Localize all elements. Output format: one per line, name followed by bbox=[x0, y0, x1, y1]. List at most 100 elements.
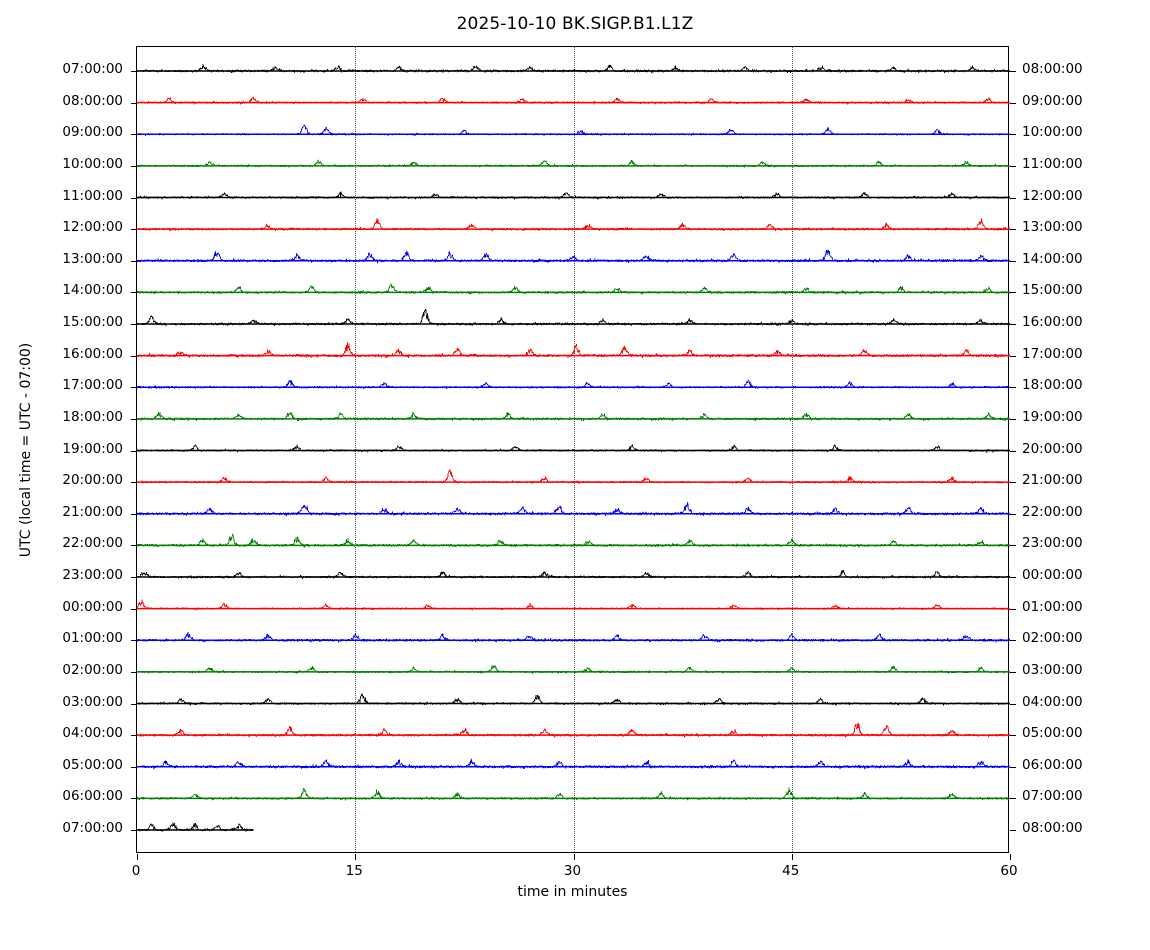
y-axis-right-label: 20:00:00 bbox=[1022, 440, 1083, 457]
y-tick-right-2 bbox=[1010, 134, 1016, 136]
y-tick-right-10 bbox=[1010, 387, 1016, 389]
y-tick-right-15 bbox=[1010, 545, 1016, 547]
y-axis-left-label: 13:00:00 bbox=[62, 250, 123, 267]
y-tick-right-3 bbox=[1010, 165, 1016, 167]
y-tick-left-12 bbox=[131, 450, 137, 452]
y-axis-right-label: 19:00:00 bbox=[1022, 408, 1083, 425]
y-axis-right-label: 18:00:00 bbox=[1022, 377, 1083, 394]
y-tick-left-18 bbox=[131, 640, 137, 642]
y-tick-right-1 bbox=[1010, 102, 1016, 104]
gridline-minute-45 bbox=[791, 47, 793, 852]
x-axis-label: 30 bbox=[563, 863, 582, 879]
y-axis-right-label: 16:00:00 bbox=[1022, 314, 1083, 330]
y-axis-left-label: 07:00:00 bbox=[62, 820, 123, 836]
y-tick-left-19 bbox=[131, 671, 137, 673]
y-tick-left-21 bbox=[131, 735, 137, 737]
y-tick-left-8 bbox=[131, 324, 137, 325]
gridline-minute-15 bbox=[355, 47, 357, 852]
y-tick-left-23 bbox=[131, 798, 137, 800]
y-tick-left-7 bbox=[131, 292, 137, 294]
y-axis-left-label: 08:00:00 bbox=[62, 92, 123, 109]
y-tick-left-1 bbox=[131, 102, 137, 104]
y-tick-right-22 bbox=[1010, 766, 1016, 768]
y-tick-right-8 bbox=[1010, 324, 1016, 325]
y-axis-left-label: 19:00:00 bbox=[62, 440, 123, 457]
y-tick-left-24 bbox=[131, 830, 137, 831]
y-axis-right-label: 21:00:00 bbox=[1022, 472, 1083, 489]
y-axis-title: UTC (local time = UTC - 07:00) bbox=[18, 342, 34, 558]
y-axis-right-label: 11:00:00 bbox=[1022, 155, 1083, 172]
y-tick-left-16 bbox=[131, 577, 137, 578]
y-tick-right-4 bbox=[1010, 197, 1016, 199]
x-tick-0 bbox=[137, 854, 138, 860]
y-axis-right-label: 01:00:00 bbox=[1022, 598, 1083, 615]
y-tick-right-17 bbox=[1010, 608, 1016, 610]
page-title: 2025-10-10 BK.SIGP.B1.L1Z bbox=[456, 14, 694, 34]
y-tick-right-7 bbox=[1010, 292, 1016, 294]
y-axis-left-label: 16:00:00 bbox=[62, 345, 123, 362]
y-tick-right-19 bbox=[1010, 671, 1016, 673]
y-axis-left-label: 10:00:00 bbox=[62, 155, 123, 172]
y-axis-right-label: 14:00:00 bbox=[1022, 250, 1083, 267]
y-axis-left-label: 11:00:00 bbox=[62, 187, 123, 204]
y-axis-left-label: 14:00:00 bbox=[62, 282, 123, 299]
y-axis-left-label: 15:00:00 bbox=[62, 314, 123, 330]
y-tick-right-0 bbox=[1010, 71, 1016, 72]
y-tick-right-20 bbox=[1010, 703, 1016, 705]
y-tick-right-11 bbox=[1010, 418, 1016, 420]
x-axis-title: time in minutes bbox=[517, 884, 628, 900]
y-tick-left-11 bbox=[131, 418, 137, 420]
y-axis-left-label: 17:00:00 bbox=[62, 377, 123, 394]
x-tick-15 bbox=[355, 854, 357, 860]
y-axis-right-label: 03:00:00 bbox=[1022, 661, 1083, 678]
y-tick-right-13 bbox=[1010, 482, 1016, 484]
y-axis-left-label: 01:00:00 bbox=[62, 630, 123, 647]
traces-svg bbox=[137, 64, 1010, 832]
y-axis-right-label: 02:00:00 bbox=[1022, 630, 1083, 647]
y-axis-left-label: 23:00:00 bbox=[62, 567, 123, 583]
y-axis-left-label: 04:00:00 bbox=[62, 725, 123, 742]
y-axis-right-label: 15:00:00 bbox=[1022, 282, 1083, 299]
y-axis-left-label: 12:00:00 bbox=[62, 219, 123, 236]
y-axis-left-label: 20:00:00 bbox=[62, 472, 123, 489]
y-axis-right-label: 17:00:00 bbox=[1022, 345, 1083, 362]
y-tick-left-15 bbox=[131, 545, 137, 547]
y-tick-left-0 bbox=[131, 71, 137, 72]
y-axis-left-label: 09:00:00 bbox=[62, 124, 123, 141]
y-tick-left-13 bbox=[131, 482, 137, 484]
y-axis-left-label: 07:00:00 bbox=[62, 61, 123, 77]
y-axis-right-label: 13:00:00 bbox=[1022, 219, 1083, 236]
y-axis-right-label: 23:00:00 bbox=[1022, 535, 1083, 552]
y-tick-right-6 bbox=[1010, 260, 1016, 262]
y-tick-left-5 bbox=[131, 229, 137, 231]
x-tick-30 bbox=[573, 854, 575, 860]
y-tick-right-21 bbox=[1010, 735, 1016, 737]
y-tick-right-24 bbox=[1010, 830, 1016, 831]
y-tick-left-2 bbox=[131, 134, 137, 136]
y-tick-left-9 bbox=[131, 355, 137, 357]
y-tick-right-18 bbox=[1010, 640, 1016, 642]
plot-axes-frame bbox=[131, 46, 1016, 860]
y-tick-left-6 bbox=[131, 260, 137, 262]
y-axis-left-label: 06:00:00 bbox=[62, 788, 123, 805]
y-axis-left-label: 02:00:00 bbox=[62, 661, 123, 678]
y-axis-left-label: 03:00:00 bbox=[62, 693, 123, 710]
y-axis-right-label: 08:00:00 bbox=[1022, 61, 1083, 77]
y-axis-right-label: 06:00:00 bbox=[1022, 756, 1083, 773]
x-tick-60 bbox=[1010, 854, 1011, 860]
y-axis-left-label: 00:00:00 bbox=[62, 598, 123, 615]
x-axis-label: 60 bbox=[1000, 863, 1018, 879]
y-axis-right-label: 04:00:00 bbox=[1022, 693, 1083, 710]
y-axis-right-label: 10:00:00 bbox=[1022, 124, 1083, 141]
y-tick-left-14 bbox=[131, 513, 137, 515]
x-axis-label: 15 bbox=[345, 863, 363, 879]
y-axis-right-label: 12:00:00 bbox=[1022, 187, 1083, 204]
y-tick-right-16 bbox=[1010, 577, 1016, 578]
y-tick-left-22 bbox=[131, 766, 137, 768]
y-axis-right-label: 00:00:00 bbox=[1022, 567, 1083, 583]
gridline-minute-30 bbox=[573, 47, 575, 852]
y-tick-right-12 bbox=[1010, 450, 1016, 452]
y-axis-left-label: 18:00:00 bbox=[62, 408, 123, 425]
x-tick-45 bbox=[791, 854, 793, 860]
